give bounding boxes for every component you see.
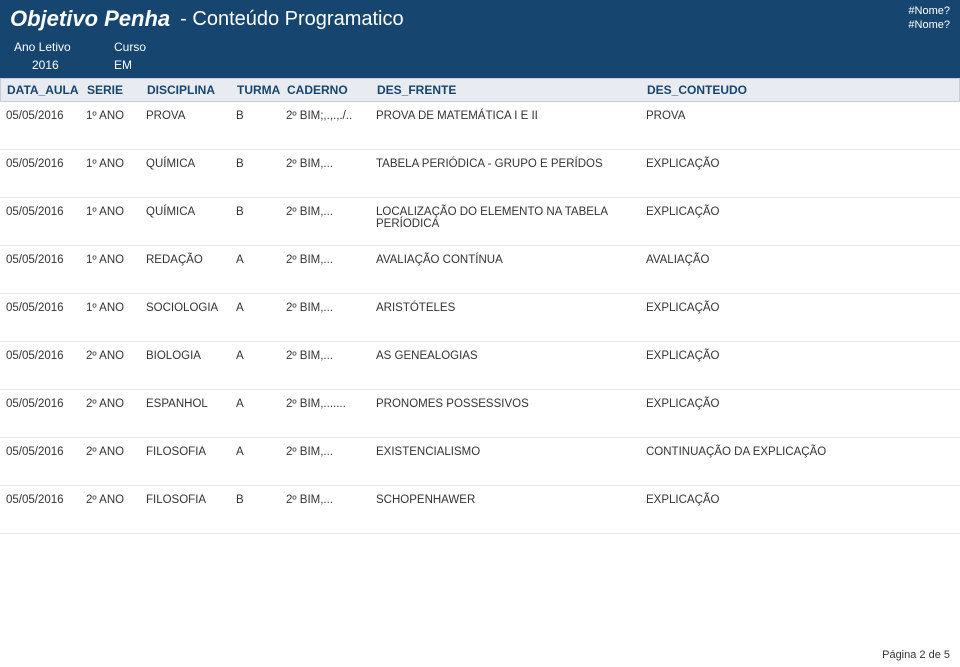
cell-cad: 2º BIM,...: [286, 446, 376, 477]
cell-disc: QUÍMICA: [146, 206, 236, 237]
cell-turma: A: [236, 302, 286, 333]
cell-turma: B: [236, 494, 286, 525]
cell-serie: 1º ANO: [86, 158, 146, 189]
cell-date: 05/05/2016: [6, 350, 86, 381]
cell-disc: FILOSOFIA: [146, 446, 236, 477]
cell-cad: 2º BIM,...: [286, 158, 376, 189]
cell-date: 05/05/2016: [6, 158, 86, 189]
cell-frente: LOCALIZAÇÃO DO ELEMENTO NA TABELA PERÍOD…: [376, 206, 646, 237]
cell-frente: AS GENEALOGIAS: [376, 350, 646, 381]
title-main: Objetivo Penha: [10, 6, 170, 32]
cell-serie: 2º ANO: [86, 446, 146, 477]
cell-date: 05/05/2016: [6, 446, 86, 477]
cell-frente: TABELA PERIÓDICA - GRUPO E PERÍDOS: [376, 158, 646, 189]
table-row: 05/05/20161º ANOPROVAB2º BIM;,.,.,./..PR…: [0, 102, 960, 150]
table-row: 05/05/20161º ANOQUÍMICAB2º BIM,...TABELA…: [0, 150, 960, 198]
cell-date: 05/05/2016: [6, 110, 86, 141]
cell-turma: A: [236, 446, 286, 477]
corner-label-1: #Nome?: [908, 4, 950, 18]
cell-cont: EXPLICAÇÃO: [646, 158, 954, 189]
table-row: 05/05/20162º ANOESPANHOLA2º BIM,.......P…: [0, 390, 960, 438]
cell-frente: SCHOPENHAWER: [376, 494, 646, 525]
cell-cont: EXPLICAÇÃO: [646, 350, 954, 381]
title-sub: - Conteúdo Programatico: [180, 8, 403, 31]
col-header-cad: CADERNO: [287, 83, 377, 97]
col-header-turma: TURMA: [237, 83, 287, 97]
cell-cad: 2º BIM;,.,.,./..: [286, 110, 376, 141]
cell-serie: 1º ANO: [86, 254, 146, 285]
meta-label-ano: Ano Letivo: [14, 40, 114, 54]
meta-band: Ano Letivo Curso 2016 EM: [0, 38, 960, 78]
cell-date: 05/05/2016: [6, 206, 86, 237]
cell-turma: A: [236, 398, 286, 429]
cell-turma: B: [236, 110, 286, 141]
cell-date: 05/05/2016: [6, 398, 86, 429]
table-row: 05/05/20162º ANOBIOLOGIAA2º BIM,...AS GE…: [0, 342, 960, 390]
cell-serie: 1º ANO: [86, 110, 146, 141]
col-header-serie: SERIE: [87, 83, 147, 97]
cell-cad: 2º BIM,...: [286, 206, 376, 237]
cell-cont: CONTINUAÇÃO DA EXPLICAÇÃO: [646, 446, 954, 477]
cell-cont: PROVA: [646, 110, 954, 141]
cell-frente: PRONOMES POSSESSIVOS: [376, 398, 646, 429]
table-row: 05/05/20161º ANOQUÍMICAB2º BIM,...LOCALI…: [0, 198, 960, 246]
cell-date: 05/05/2016: [6, 494, 86, 525]
cell-cont: EXPLICAÇÃO: [646, 494, 954, 525]
cell-frente: AVALIAÇÃO CONTÍNUA: [376, 254, 646, 285]
cell-cont: EXPLICAÇÃO: [646, 302, 954, 333]
report-header: Objetivo Penha - Conteúdo Programatico #…: [0, 0, 960, 38]
cell-cad: 2º BIM,...: [286, 302, 376, 333]
cell-disc: SOCIOLOGIA: [146, 302, 236, 333]
cell-disc: FILOSOFIA: [146, 494, 236, 525]
cell-serie: 1º ANO: [86, 206, 146, 237]
cell-cont: EXPLICAÇÃO: [646, 398, 954, 429]
col-header-disc: DISCIPLINA: [147, 83, 237, 97]
table-row: 05/05/20161º ANOSOCIOLOGIAA2º BIM,...ARI…: [0, 294, 960, 342]
cell-frente: PROVA DE MATEMÁTICA I E II: [376, 110, 646, 141]
cell-turma: B: [236, 158, 286, 189]
cell-cad: 2º BIM,.......: [286, 398, 376, 429]
cell-disc: REDAÇÃO: [146, 254, 236, 285]
cell-date: 05/05/2016: [6, 254, 86, 285]
table-row: 05/05/20162º ANOFILOSOFIAB2º BIM,...SCHO…: [0, 486, 960, 534]
cell-disc: QUÍMICA: [146, 158, 236, 189]
cell-cad: 2º BIM,...: [286, 494, 376, 525]
cell-turma: A: [236, 254, 286, 285]
cell-turma: A: [236, 350, 286, 381]
cell-cad: 2º BIM,...: [286, 254, 376, 285]
cell-date: 05/05/2016: [6, 302, 86, 333]
cell-serie: 2º ANO: [86, 398, 146, 429]
corner-labels: #Nome? #Nome?: [908, 4, 950, 32]
meta-value-ano: 2016: [14, 58, 114, 72]
cell-serie: 1º ANO: [86, 302, 146, 333]
col-header-frente: DES_FRENTE: [377, 83, 647, 97]
table-row: 05/05/20161º ANOREDAÇÃOA2º BIM,...AVALIA…: [0, 246, 960, 294]
cell-frente: ARISTÓTELES: [376, 302, 646, 333]
col-header-cont: DES_CONTEUDO: [647, 83, 953, 97]
cell-disc: BIOLOGIA: [146, 350, 236, 381]
cell-cad: 2º BIM,...: [286, 350, 376, 381]
cell-frente: EXISTENCIALISMO: [376, 446, 646, 477]
table-body: 05/05/20161º ANOPROVAB2º BIM;,.,.,./..PR…: [0, 102, 960, 534]
table-row: 05/05/20162º ANOFILOSOFIAA2º BIM,...EXIS…: [0, 438, 960, 486]
meta-value-curso: EM: [114, 58, 132, 72]
cell-turma: B: [236, 206, 286, 237]
cell-disc: ESPANHOL: [146, 398, 236, 429]
cell-disc: PROVA: [146, 110, 236, 141]
col-header-date: DATA_AULA: [7, 83, 87, 97]
cell-cont: AVALIAÇÃO: [646, 254, 954, 285]
table-header-row: DATA_AULA SERIE DISCIPLINA TURMA CADERNO…: [0, 78, 960, 102]
corner-label-2: #Nome?: [908, 18, 950, 32]
cell-cont: EXPLICAÇÃO: [646, 206, 954, 237]
cell-serie: 2º ANO: [86, 350, 146, 381]
cell-serie: 2º ANO: [86, 494, 146, 525]
meta-label-curso: Curso: [114, 40, 146, 54]
page-footer: Página 2 de 5: [882, 649, 950, 661]
